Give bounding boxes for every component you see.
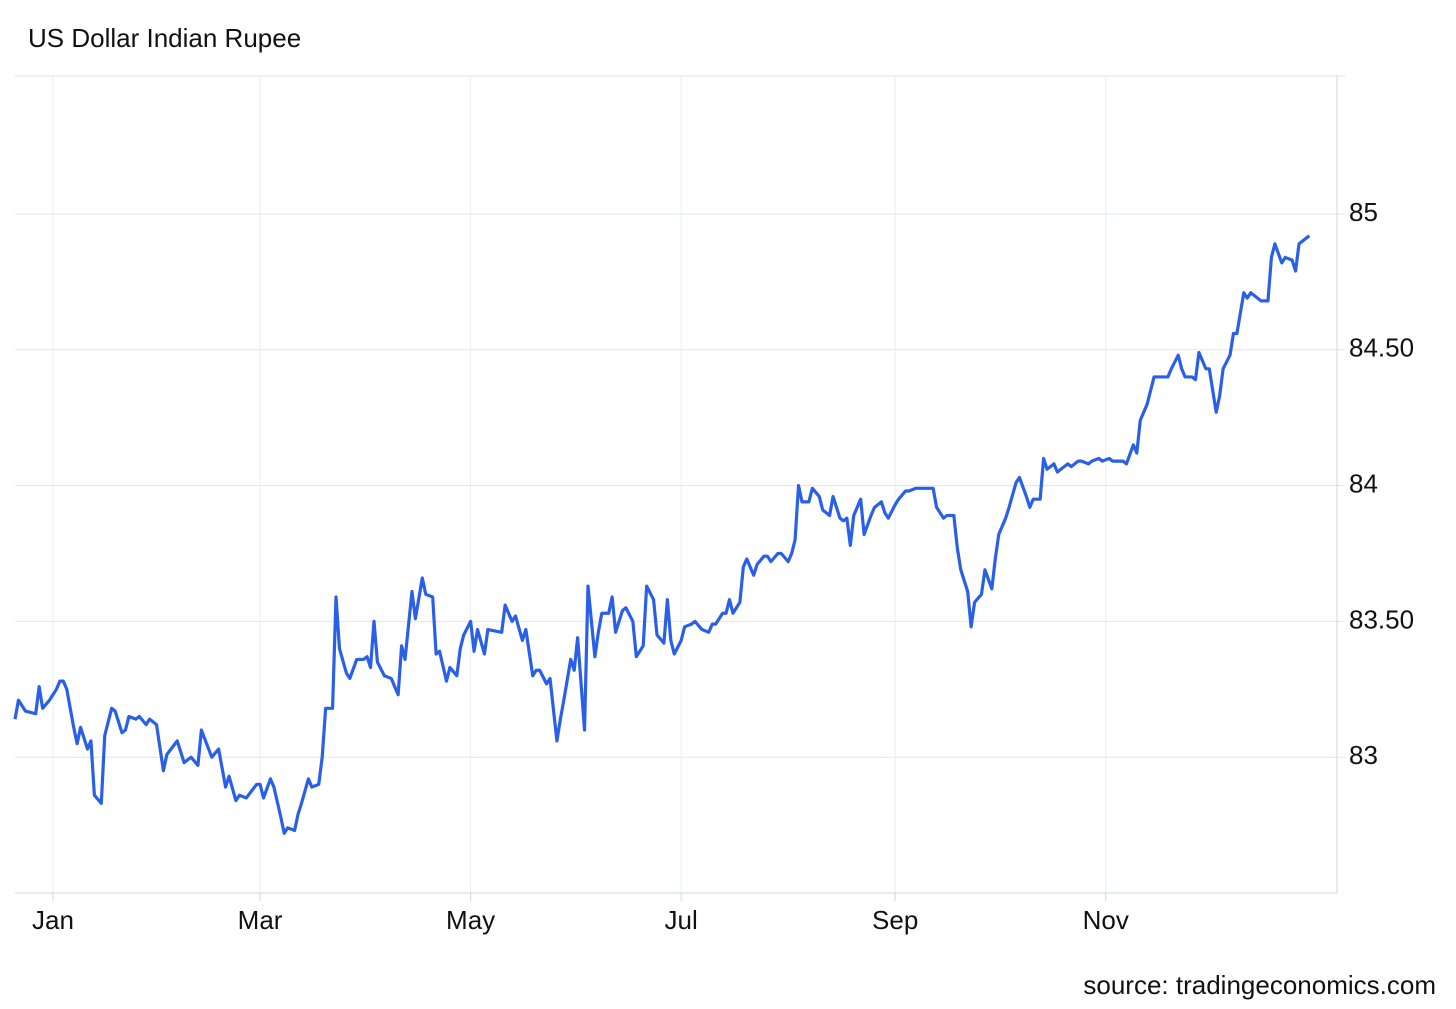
y-tick-label: 84.50 xyxy=(1349,333,1414,363)
x-tick-label: Sep xyxy=(872,905,918,935)
x-tick-label: Jul xyxy=(665,905,698,935)
price-line xyxy=(13,234,1311,835)
x-tick-label: May xyxy=(446,905,495,935)
y-tick-label: 83 xyxy=(1349,740,1378,770)
y-tick-label: 85 xyxy=(1349,197,1378,227)
y-tick-label: 84 xyxy=(1349,468,1378,498)
x-tick-label: Mar xyxy=(238,905,283,935)
chart-title: US Dollar Indian Rupee xyxy=(28,23,301,53)
source-note: source: tradingeconomics.com xyxy=(1083,970,1436,1000)
x-tick-label: Jan xyxy=(32,905,74,935)
y-tick-label: 83.50 xyxy=(1349,604,1414,634)
x-tick-label: Nov xyxy=(1083,905,1129,935)
